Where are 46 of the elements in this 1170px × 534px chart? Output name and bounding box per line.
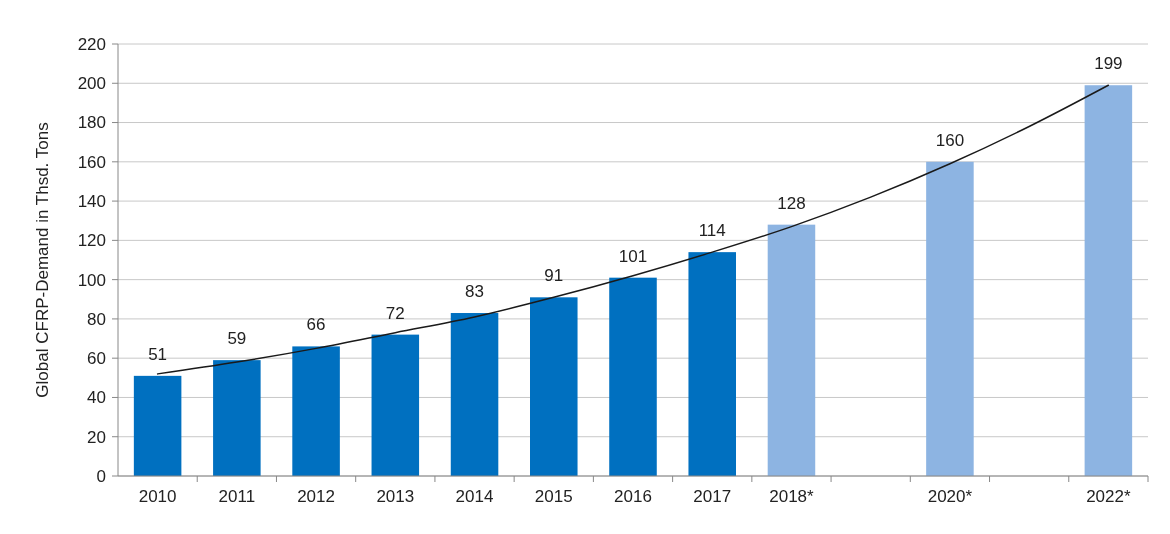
data-label: 59 (227, 329, 247, 349)
x-tick-label: 2015 (534, 487, 573, 506)
data-label: 66 (306, 315, 326, 335)
x-tick-label: 2018* (769, 487, 815, 506)
y-tick-label: 180 (77, 113, 106, 133)
y-axis-title: Global CFRP-Demand in Thsd. Tons (33, 122, 52, 398)
data-label: 51 (148, 344, 168, 364)
y-tick-label: 0 (96, 466, 106, 486)
x-tick-label: 2020* (927, 487, 973, 506)
x-tick-label: 2012 (297, 487, 335, 506)
x-tick-label: 2017 (693, 487, 732, 506)
bar (767, 224, 816, 476)
y-tick-label: 140 (77, 192, 106, 212)
bar (133, 375, 182, 476)
data-label: 128 (777, 193, 806, 213)
y-tick-label: 100 (77, 270, 106, 290)
data-label: 160 (935, 130, 965, 150)
bar (292, 346, 340, 476)
bar (609, 277, 657, 476)
data-label: 101 (618, 246, 648, 266)
y-tick-label: 80 (87, 309, 106, 329)
x-tick-label: 2022* (1086, 487, 1131, 506)
x-tick-label: 2010 (138, 487, 177, 506)
x-tick-label: 2014 (455, 487, 494, 506)
bar (688, 252, 736, 476)
bar (213, 360, 261, 476)
bar (926, 161, 974, 476)
bar (371, 334, 420, 476)
data-label: 199 (1094, 54, 1123, 74)
y-tick-label: 20 (87, 427, 106, 447)
data-label: 114 (698, 221, 726, 241)
y-tick-label: 60 (87, 349, 106, 369)
y-tick-label: 220 (77, 34, 106, 54)
data-label: 83 (465, 282, 484, 302)
x-tick-label: 2013 (376, 487, 415, 506)
y-tick-label: 160 (77, 152, 106, 172)
bar (1084, 85, 1133, 476)
bar (450, 313, 499, 476)
x-tick-label: 2011 (218, 487, 256, 506)
data-label: 91 (544, 266, 564, 286)
x-tick-label: 2016 (614, 487, 652, 506)
bar (530, 297, 578, 476)
data-label: 72 (385, 303, 405, 323)
y-tick-label: 200 (77, 74, 106, 94)
y-tick-label: 40 (87, 388, 106, 408)
y-tick-label: 120 (77, 231, 106, 251)
